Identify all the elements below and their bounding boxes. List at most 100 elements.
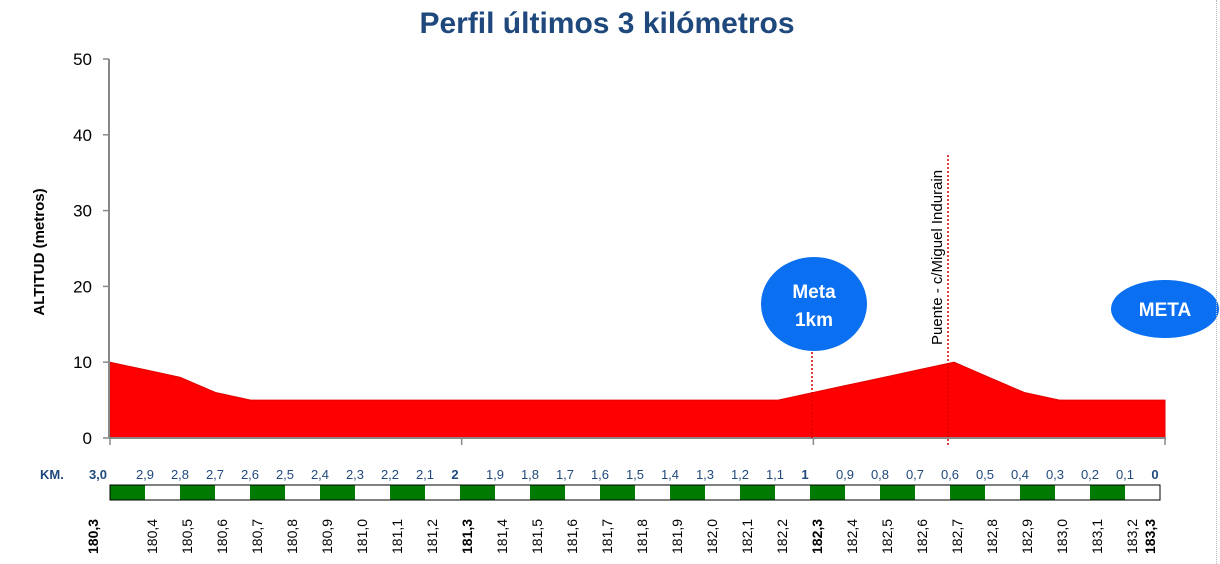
- km-strip-segment: [705, 485, 740, 500]
- km-remaining-label: 1,8: [521, 467, 539, 482]
- km-strip-segment: [845, 485, 880, 500]
- km-remaining-label: 2,7: [206, 467, 224, 482]
- km-total-label: 181,2: [424, 519, 440, 554]
- km-remaining-label: 0,7: [906, 467, 924, 482]
- y-tick-label: 0: [83, 429, 92, 448]
- km-total-label: 181,5: [529, 519, 545, 554]
- km-strip-segment: [775, 485, 810, 500]
- km-total-label: 182,3: [809, 519, 825, 554]
- km-remaining-label: 1,3: [696, 467, 714, 482]
- km-remaining-label: 2,2: [381, 467, 399, 482]
- y-tick-label: 30: [73, 202, 92, 221]
- km-strip-segment: [215, 485, 250, 500]
- km-strip-segment: [1090, 485, 1125, 500]
- km-total-label: 180,4: [144, 519, 160, 554]
- km-total-label: 181,4: [494, 519, 510, 554]
- km-remaining-label: 3,0: [89, 467, 107, 482]
- km-remaining-label: 2,8: [171, 467, 189, 482]
- km-remaining-label: 0,8: [871, 467, 889, 482]
- km-strip-segment: [460, 485, 495, 500]
- km-remaining-label: 0,6: [941, 467, 959, 482]
- km-strip-segment: [495, 485, 530, 500]
- km-remaining-label: 1,2: [731, 467, 749, 482]
- km-strip-segment: [285, 485, 320, 500]
- km-strip-segment: [915, 485, 950, 500]
- km-strip-segment: [1125, 485, 1160, 500]
- km-strip-segment: [670, 485, 705, 500]
- km-total-label: 181,8: [634, 519, 650, 554]
- km-remaining-label: 2,6: [241, 467, 259, 482]
- km-strip-segment: [985, 485, 1020, 500]
- km-strip-segment: [390, 485, 425, 500]
- km-strip-segment: [145, 485, 180, 500]
- km-remaining-label: 0,9: [836, 467, 854, 482]
- km-total-label: 181,6: [564, 519, 580, 554]
- km-total-label: 180,9: [319, 519, 335, 554]
- km-remaining-label: 0,1: [1116, 467, 1134, 482]
- km-strip-segment: [880, 485, 915, 500]
- km-total-label: 180,8: [284, 519, 300, 554]
- km-total-label: 181,0: [354, 519, 370, 554]
- km-total-label: 183,0: [1054, 519, 1070, 554]
- km-strip-segment: [110, 485, 145, 500]
- km-remaining-label: 2,3: [346, 467, 364, 482]
- km-total-label: 181,7: [599, 519, 615, 554]
- km-total-label: 180,7: [249, 519, 265, 554]
- km-strip-segment: [635, 485, 670, 500]
- km-total-label: 182,7: [949, 519, 965, 554]
- elevation-area: [109, 361, 1166, 439]
- km-strip-segment: [565, 485, 600, 500]
- km-remaining-label: 0,2: [1081, 467, 1099, 482]
- y-tick-label: 20: [73, 277, 92, 296]
- km-strip-segment: [740, 485, 775, 500]
- km-remaining-label: 1,6: [591, 467, 609, 482]
- km-label: KM.: [40, 467, 64, 482]
- km-strip-border: [109, 484, 1161, 501]
- km-remaining-label: 0: [1151, 467, 1158, 482]
- km-total-label: 180,3: [85, 519, 101, 554]
- km-total-label: 182,1: [739, 519, 755, 554]
- chart-title: Perfil últimos 3 kilómetros: [419, 7, 794, 40]
- km-remaining-label: 1: [801, 467, 808, 482]
- km-total-label: 181,3: [459, 519, 475, 554]
- km-total-label: 180,6: [214, 519, 230, 554]
- km-remaining-label: 0,5: [976, 467, 994, 482]
- km-remaining-label: 0,4: [1011, 467, 1029, 482]
- km-strip-segment: [355, 485, 390, 500]
- km-total-label: 182,5: [879, 519, 895, 554]
- meta-1km-badge: [761, 257, 867, 351]
- frame-border: [1216, 0, 1218, 564]
- km-strip-segment: [600, 485, 635, 500]
- km-strip-segment: [425, 485, 460, 500]
- km-strip-segment: [1020, 485, 1055, 500]
- km-strip-segment: [810, 485, 845, 500]
- km-remaining-label: 1,9: [486, 467, 504, 482]
- km-total-label: 182,0: [704, 519, 720, 554]
- meta-finish-badge: [1111, 280, 1219, 338]
- km-remaining-label: 2: [451, 467, 458, 482]
- y-tick-label: 40: [73, 126, 92, 145]
- y-tick-label: 10: [73, 353, 92, 372]
- meta-1km-badge-line1: Meta: [792, 282, 836, 303]
- km-strip-segment: [320, 485, 355, 500]
- km-total-label: 180,5: [179, 519, 195, 554]
- km-total-label: 182,4: [844, 519, 860, 554]
- km-strip-segment: [180, 485, 215, 500]
- km-remaining-label: 2,4: [311, 467, 329, 482]
- meta-finish-badge-label: META: [1139, 300, 1192, 321]
- meta-1km-badge-line2: 1km: [795, 310, 833, 331]
- km-strip-segment: [530, 485, 565, 500]
- km-remaining-label: 1,5: [626, 467, 644, 482]
- km-remaining-label: 2,1: [416, 467, 434, 482]
- y-tick-label: 50: [73, 50, 92, 69]
- km-total-label: 181,1: [389, 519, 405, 554]
- km-remaining-label: 1,4: [661, 467, 679, 482]
- km-total-label: 182,8: [984, 519, 1000, 554]
- km-strip-segment: [1055, 485, 1090, 500]
- km-total-label: 183,3: [1142, 519, 1158, 554]
- km-total-label: 182,2: [774, 519, 790, 554]
- km-total-label: 182,6: [914, 519, 930, 554]
- km-total-label: 183,1: [1089, 519, 1105, 554]
- km-total-label: 183,2: [1124, 519, 1140, 554]
